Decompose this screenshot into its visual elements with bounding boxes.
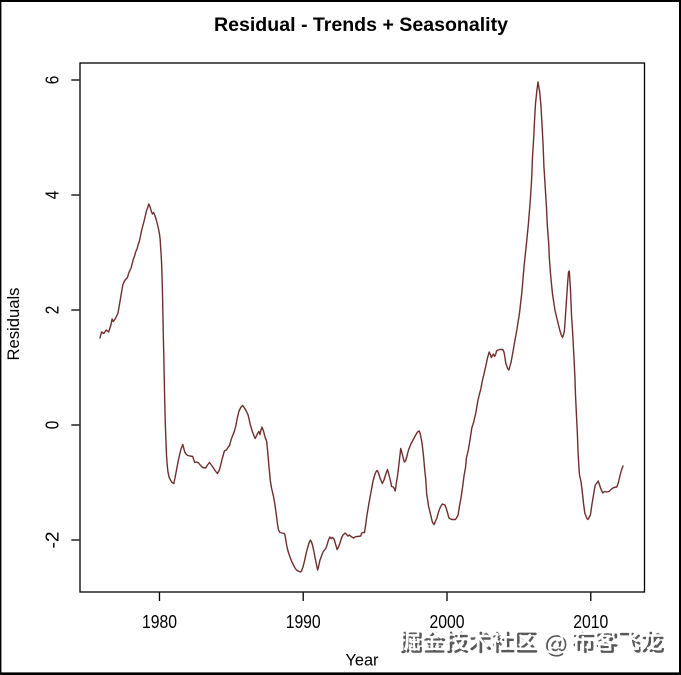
svg-text:0: 0: [43, 421, 63, 430]
svg-text:1980: 1980: [142, 612, 177, 632]
svg-text:4: 4: [43, 191, 63, 200]
svg-text:1990: 1990: [286, 612, 321, 632]
svg-text:Year: Year: [346, 651, 379, 670]
svg-text:Residual - Trends + Seasonalit: Residual - Trends + Seasonality: [214, 14, 508, 36]
svg-text:2010: 2010: [573, 612, 608, 632]
svg-text:2000: 2000: [430, 612, 465, 632]
svg-text:Residuals: Residuals: [4, 288, 23, 361]
svg-text:6: 6: [43, 76, 63, 85]
svg-text:-2: -2: [43, 532, 63, 549]
svg-text:2: 2: [43, 306, 63, 315]
